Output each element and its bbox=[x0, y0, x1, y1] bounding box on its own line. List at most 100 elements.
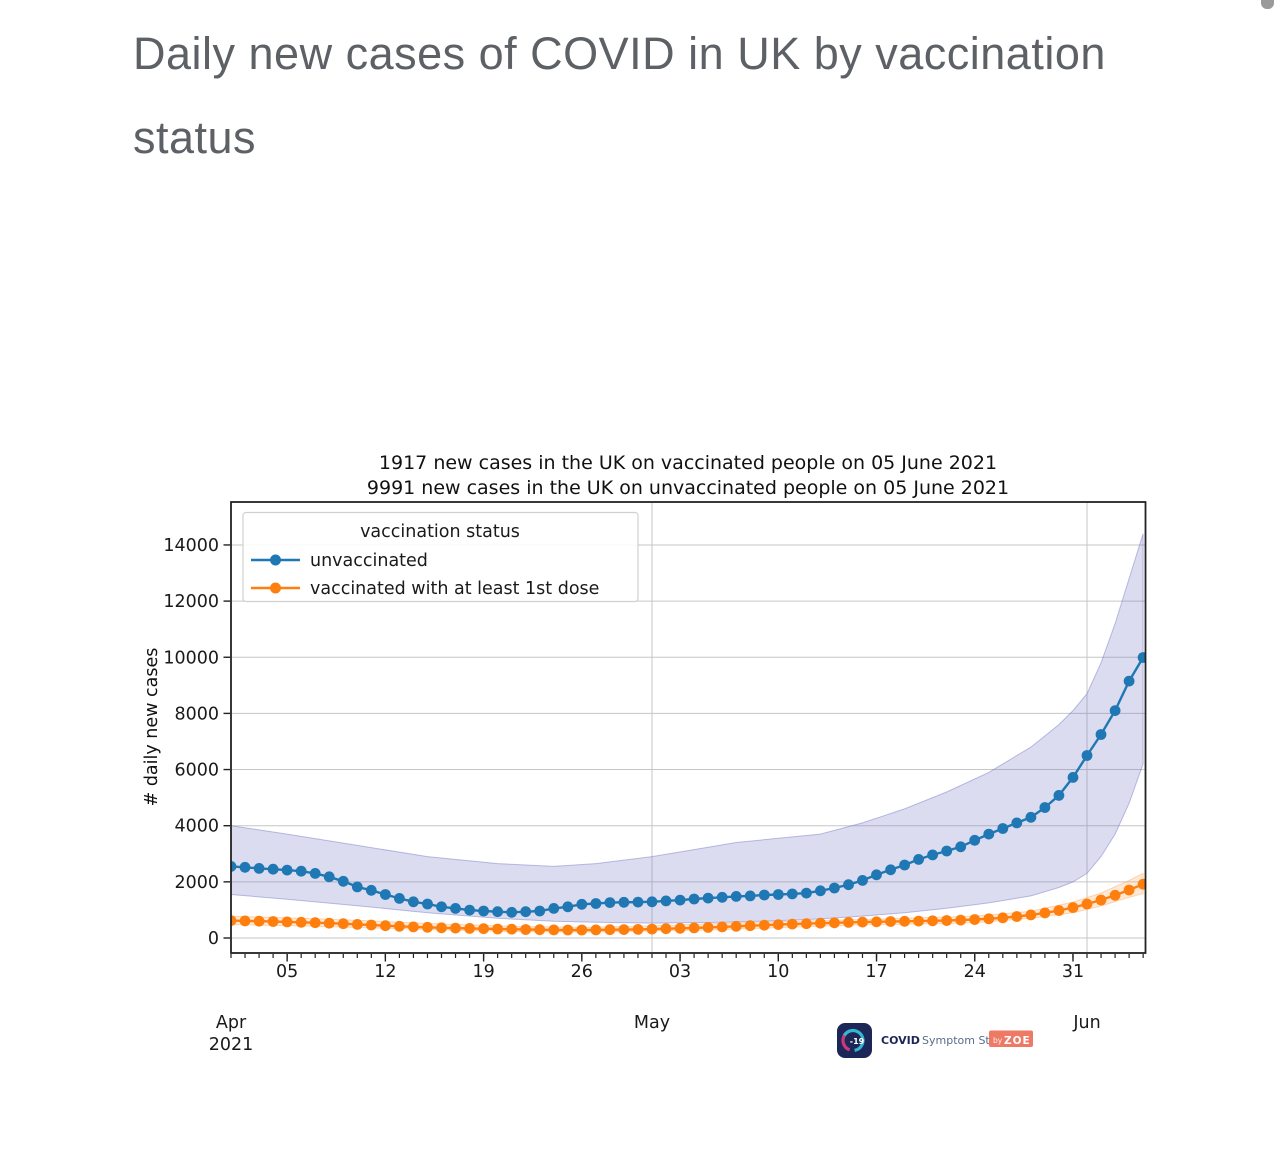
point-vaccinated bbox=[1081, 898, 1093, 910]
point-vaccinated bbox=[478, 923, 489, 935]
point-unvaccinated bbox=[492, 906, 503, 918]
point-vaccinated bbox=[674, 922, 686, 934]
month-label: Jun bbox=[1072, 1013, 1100, 1033]
point-unvaccinated bbox=[408, 896, 419, 908]
point-unvaccinated bbox=[815, 885, 826, 897]
point-unvaccinated bbox=[239, 861, 251, 873]
point-vaccinated bbox=[281, 916, 293, 928]
point-vaccinated bbox=[1123, 884, 1135, 896]
point-vaccinated bbox=[351, 919, 363, 930]
point-unvaccinated bbox=[1067, 772, 1079, 783]
point-unvaccinated bbox=[478, 905, 489, 917]
point-unvaccinated bbox=[758, 889, 770, 901]
legend-label: unvaccinated bbox=[310, 551, 428, 571]
point-unvaccinated bbox=[786, 888, 798, 900]
logo-brand-bold: COVID bbox=[881, 1034, 920, 1047]
point-unvaccinated bbox=[604, 897, 616, 908]
point-vaccinated bbox=[309, 917, 321, 929]
point-vaccinated bbox=[492, 923, 503, 935]
point-unvaccinated bbox=[323, 871, 335, 883]
y-axis-label: # daily new cases bbox=[142, 648, 162, 807]
point-vaccinated bbox=[969, 914, 981, 925]
point-vaccinated bbox=[253, 915, 265, 927]
point-vaccinated bbox=[295, 916, 307, 928]
point-unvaccinated bbox=[267, 863, 279, 875]
point-vaccinated bbox=[548, 924, 560, 936]
point-vaccinated bbox=[632, 924, 644, 935]
point-unvaccinated bbox=[829, 882, 840, 894]
point-vaccinated bbox=[380, 920, 391, 932]
point-vaccinated bbox=[688, 922, 700, 934]
point-vaccinated bbox=[941, 915, 953, 926]
point-vaccinated bbox=[885, 916, 896, 927]
point-unvaccinated bbox=[576, 898, 588, 910]
point-vaccinated bbox=[983, 913, 995, 925]
point-vaccinated bbox=[871, 916, 882, 928]
y-tick-label: 0 bbox=[208, 929, 219, 949]
point-unvaccinated bbox=[871, 869, 882, 881]
point-vaccinated bbox=[857, 916, 868, 928]
point-vaccinated bbox=[231, 915, 237, 926]
point-vaccinated bbox=[801, 918, 812, 930]
page-title: Daily new cases of COVID in UK by vaccin… bbox=[133, 28, 1106, 163]
point-unvaccinated bbox=[927, 849, 938, 861]
point-vaccinated bbox=[506, 923, 518, 935]
point-vaccinated bbox=[660, 923, 672, 935]
legend: vaccination status unvaccinated vaccinated… bbox=[242, 511, 639, 603]
x-tick-label: 03 bbox=[669, 962, 691, 982]
point-unvaccinated bbox=[1095, 729, 1107, 740]
legend-title: vaccination status bbox=[360, 522, 520, 542]
point-vaccinated bbox=[590, 924, 602, 936]
point-unvaccinated bbox=[1053, 790, 1065, 801]
point-unvaccinated bbox=[422, 898, 433, 910]
point-unvaccinated bbox=[955, 841, 967, 853]
point-vaccinated bbox=[604, 924, 616, 936]
point-unvaccinated bbox=[660, 895, 672, 907]
point-vaccinated bbox=[758, 919, 770, 931]
point-vaccinated bbox=[1039, 907, 1051, 919]
point-unvaccinated bbox=[380, 889, 391, 900]
point-unvaccinated bbox=[520, 906, 532, 918]
point-unvaccinated bbox=[969, 834, 981, 846]
point-vaccinated bbox=[702, 922, 714, 933]
point-vaccinated bbox=[239, 915, 251, 927]
logo-badge-zoe: ZOE bbox=[1004, 1035, 1031, 1047]
point-unvaccinated bbox=[730, 891, 742, 902]
point-unvaccinated bbox=[674, 894, 686, 906]
chart-title-line1: 1917 new cases in the UK on vaccinated p… bbox=[379, 452, 997, 474]
point-unvaccinated bbox=[632, 896, 644, 908]
point-vaccinated bbox=[337, 918, 349, 930]
point-vaccinated bbox=[1053, 905, 1065, 916]
y-tick-label: 8000 bbox=[174, 704, 219, 724]
point-vaccinated bbox=[1011, 911, 1023, 922]
scrollbar-thumb[interactable] bbox=[1261, 0, 1274, 9]
point-vaccinated bbox=[1109, 889, 1121, 901]
x-tick-label: 26 bbox=[571, 962, 593, 982]
x-tick-label: 12 bbox=[374, 962, 396, 982]
point-vaccinated bbox=[997, 912, 1009, 924]
point-unvaccinated bbox=[772, 889, 784, 900]
series-layer bbox=[231, 533, 1146, 936]
point-unvaccinated bbox=[548, 903, 560, 914]
point-unvaccinated bbox=[857, 875, 868, 886]
x-tick-label: 10 bbox=[767, 962, 789, 982]
point-vaccinated bbox=[464, 923, 475, 934]
point-unvaccinated bbox=[253, 863, 265, 874]
point-vaccinated bbox=[786, 918, 798, 930]
point-vaccinated bbox=[394, 920, 405, 932]
point-vaccinated bbox=[576, 924, 588, 936]
point-unvaccinated bbox=[394, 893, 405, 904]
legend-box bbox=[242, 511, 639, 603]
logo-badge bbox=[989, 1030, 1033, 1047]
point-unvaccinated bbox=[1109, 705, 1121, 716]
point-vaccinated bbox=[772, 919, 784, 930]
logo-badge-by: by bbox=[993, 1036, 1003, 1045]
point-vaccinated bbox=[1137, 878, 1146, 890]
point-unvaccinated bbox=[899, 859, 910, 871]
y-tick-label: 2000 bbox=[174, 873, 219, 893]
point-unvaccinated bbox=[1011, 817, 1023, 829]
point-vaccinated bbox=[829, 917, 840, 929]
point-unvaccinated bbox=[309, 868, 321, 879]
